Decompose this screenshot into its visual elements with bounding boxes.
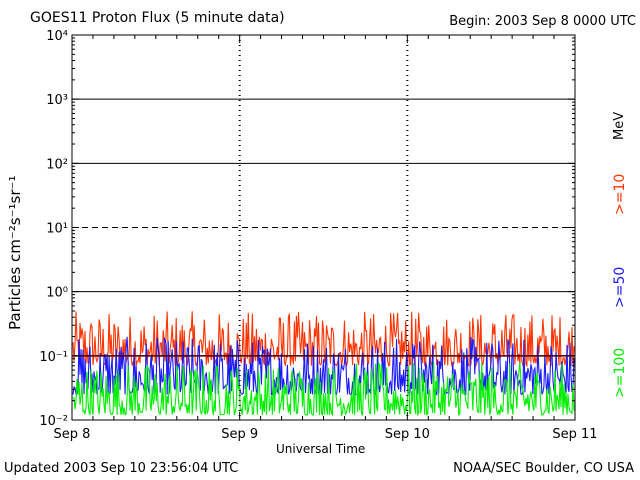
series-label-ge100: >=100 [612,347,628,398]
series-label-ge10: >=10 [612,173,628,215]
energy-unit-label: MeV [612,111,627,140]
y-tick-label: 10⁻² [39,414,68,429]
x-tick-label: Sep 11 [552,427,597,442]
series-line-ge100 [72,362,575,417]
begin-date: Begin: 2003 Sep 8 0000 UTC [449,14,636,29]
tick-layer: 10⁻² 10⁻¹ 10⁰ 10¹ 10² 10³ 10⁴ Sep 8 Sep 9 Sep 10 S… [39,29,597,442]
credit-text: NOAA/SEC Boulder, CO USA [453,461,634,476]
x-tick-label: Sep 8 [54,427,91,442]
grid-layer [72,35,575,420]
updated-timestamp: Updated 2003 Sep 10 23:56:04 UTC [4,461,239,476]
y-tick-label: 10⁰ [46,286,68,301]
y-tick-label: 10⁻¹ [39,350,68,365]
x-tick-label: Sep 10 [385,427,430,442]
y-tick-label: 10³ [46,93,68,108]
series-line-ge50 [72,336,575,397]
x-axis-label: Universal Time [276,442,366,456]
y-axis-label: Particles cm⁻²s⁻¹sr⁻¹ [6,175,24,330]
y-tick-label: 10⁴ [46,29,68,44]
y-tick-label: 10¹ [46,222,68,237]
series-label-ge50: >=50 [612,266,628,308]
y-tick-label: 10² [46,157,68,172]
x-tick-label: Sep 9 [221,427,258,442]
chart-title: GOES11 Proton Flux (5 minute data) [30,10,285,26]
data-layer [72,311,575,417]
